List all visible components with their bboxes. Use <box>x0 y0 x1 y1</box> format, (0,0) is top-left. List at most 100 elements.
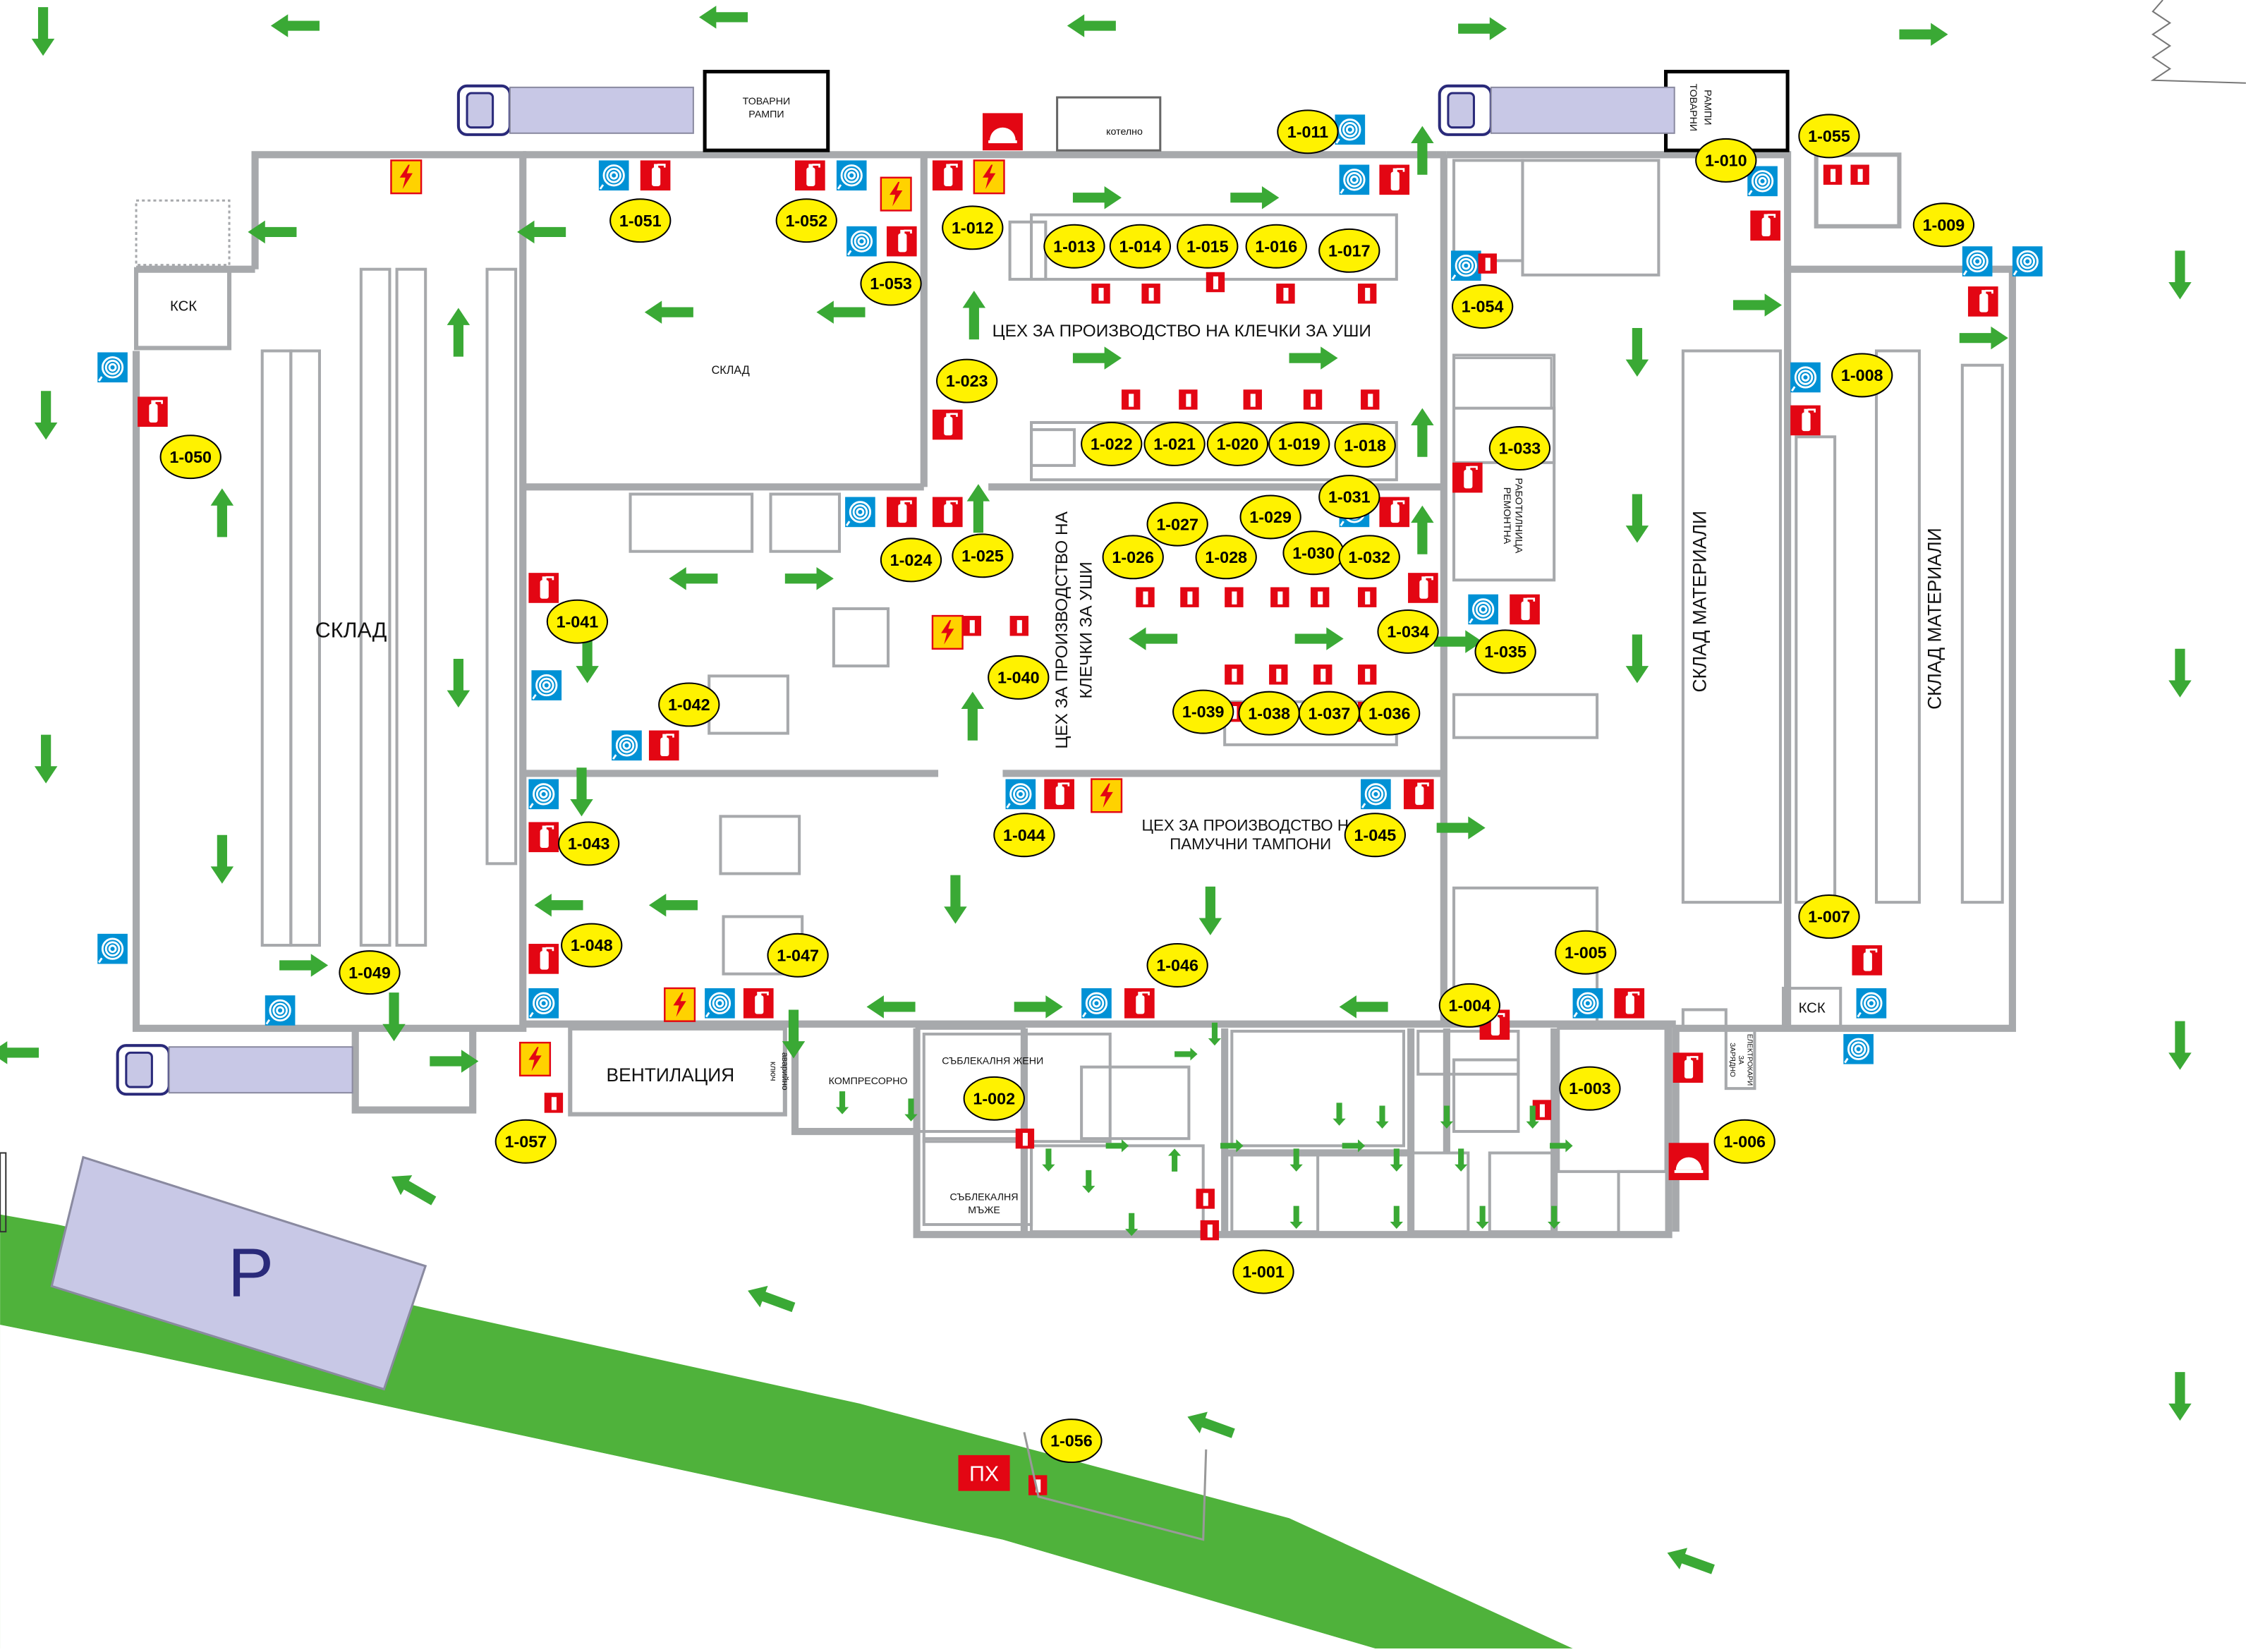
marker-label: 1-043 <box>568 834 610 853</box>
marker-1-011[interactable]: 1-011 <box>1277 109 1339 154</box>
fire-hose-icon <box>527 778 560 810</box>
exit-arrow-icon <box>1411 505 1434 554</box>
marker-1-012[interactable]: 1-012 <box>942 205 1004 250</box>
marker-1-028[interactable]: 1-028 <box>1195 535 1257 580</box>
marker-label: 1-042 <box>668 696 710 714</box>
marker-1-021[interactable]: 1-021 <box>1143 421 1206 466</box>
marker-1-001[interactable]: 1-001 <box>1232 1249 1294 1294</box>
fire-extinguisher-icon <box>1613 987 1646 1019</box>
marker-label: 1-041 <box>557 612 599 631</box>
marker-1-004[interactable]: 1-004 <box>1438 983 1501 1028</box>
marker-1-014[interactable]: 1-014 <box>1109 224 1172 269</box>
marker-1-041[interactable]: 1-041 <box>546 599 609 644</box>
marker-label: 1-016 <box>1255 237 1297 255</box>
marker-label: 1-009 <box>1923 216 1965 234</box>
label-charging-2: ЗА <box>1737 1055 1744 1064</box>
marker-1-056[interactable]: 1-056 <box>1040 1419 1103 1464</box>
marker-1-009[interactable]: 1-009 <box>1912 202 1975 248</box>
marker-1-045[interactable]: 1-045 <box>1344 813 1407 858</box>
marker-1-031[interactable]: 1-031 <box>1318 475 1380 520</box>
marker-label: 1-052 <box>785 212 827 230</box>
marker-1-049[interactable]: 1-049 <box>339 950 401 995</box>
marker-1-023[interactable]: 1-023 <box>936 358 998 403</box>
fire-extinguisher-icon <box>1269 664 1288 685</box>
fire-extinguisher-icon <box>1357 587 1377 607</box>
label-ramps-left-1: ТОВАРНИ <box>743 96 791 107</box>
fire-extinguisher-icon <box>1357 664 1377 685</box>
marker-1-052[interactable]: 1-052 <box>775 198 837 243</box>
fire-extinguisher-icon <box>1270 587 1289 607</box>
exit-arrow-icon <box>270 14 320 37</box>
fire-extinguisher-icon <box>1123 987 1155 1019</box>
marker-1-015[interactable]: 1-015 <box>1177 224 1239 269</box>
marker-label: 1-044 <box>1003 826 1045 844</box>
marker-1-036[interactable]: 1-036 <box>1359 691 1421 736</box>
marker-1-029[interactable]: 1-029 <box>1239 494 1301 540</box>
marker-1-017[interactable]: 1-017 <box>1318 228 1380 273</box>
fire-extinguisher-icon <box>528 942 560 975</box>
marker-1-032[interactable]: 1-032 <box>1338 535 1400 580</box>
high-voltage-icon <box>518 1041 552 1077</box>
exit-arrow-icon <box>1072 346 1122 370</box>
fire-extinguisher-icon <box>1378 164 1411 196</box>
marker-1-035[interactable]: 1-035 <box>1474 629 1536 674</box>
fire-extinguisher-icon <box>1361 389 1380 410</box>
marker-1-055[interactable]: 1-055 <box>1798 114 1860 159</box>
marker-1-024[interactable]: 1-024 <box>880 537 942 583</box>
fire-hose-icon <box>1572 987 1604 1020</box>
marker-1-010[interactable]: 1-010 <box>1695 138 1757 183</box>
exit-arrow-icon <box>1411 126 1434 175</box>
marker-1-033[interactable]: 1-033 <box>1488 426 1551 470</box>
marker-1-054[interactable]: 1-054 <box>1451 284 1514 329</box>
marker-1-016[interactable]: 1-016 <box>1245 224 1307 269</box>
marker-label: 1-020 <box>1217 435 1259 454</box>
marker-1-039[interactable]: 1-039 <box>1172 689 1234 734</box>
fire-extinguisher-icon <box>931 496 964 528</box>
marker-1-007[interactable]: 1-007 <box>1798 894 1860 939</box>
marker-1-043[interactable]: 1-043 <box>558 821 620 866</box>
marker-1-037[interactable]: 1-037 <box>1298 691 1361 736</box>
marker-1-026[interactable]: 1-026 <box>1102 535 1164 580</box>
marker-1-047[interactable]: 1-047 <box>767 933 829 978</box>
marker-1-034[interactable]: 1-034 <box>1377 609 1439 654</box>
exit-arrow-icon <box>447 308 471 357</box>
marker-1-018[interactable]: 1-018 <box>1334 423 1396 468</box>
marker-1-027[interactable]: 1-027 <box>1146 502 1208 547</box>
exit-arrow-icon <box>1082 1170 1095 1194</box>
marker-1-006[interactable]: 1-006 <box>1713 1119 1775 1164</box>
marker-1-051[interactable]: 1-051 <box>609 198 672 243</box>
exit-arrow-icon <box>1476 1205 1489 1229</box>
marker-1-048[interactable]: 1-048 <box>561 923 623 968</box>
marker-label: 1-053 <box>870 274 912 293</box>
marker-label: 1-003 <box>1569 1079 1611 1098</box>
fire-extinguisher-icon <box>885 225 918 257</box>
label-workshop-cotton-2: ПАМУЧНИ ТАМПОНИ <box>1170 835 1331 853</box>
marker-1-013[interactable]: 1-013 <box>1043 224 1105 269</box>
label-changing-men-1: СЪБЛЕКАЛНЯ <box>950 1191 1019 1203</box>
marker-1-020[interactable]: 1-020 <box>1206 421 1269 466</box>
marker-1-003[interactable]: 1-003 <box>1559 1066 1621 1111</box>
marker-1-040[interactable]: 1-040 <box>988 655 1050 700</box>
parking-letter: P <box>228 1234 274 1311</box>
marker-1-044[interactable]: 1-044 <box>993 813 1055 858</box>
marker-1-046[interactable]: 1-046 <box>1146 943 1208 988</box>
marker-1-002[interactable]: 1-002 <box>963 1076 1025 1121</box>
exit-arrow-icon <box>534 893 583 917</box>
marker-1-025[interactable]: 1-025 <box>952 533 1014 578</box>
fire-extinguisher-icon <box>1225 587 1244 607</box>
marker-1-005[interactable]: 1-005 <box>1555 930 1617 975</box>
marker-label: 1-004 <box>1449 996 1491 1014</box>
marker-1-042[interactable]: 1-042 <box>658 682 720 727</box>
marker-label: 1-007 <box>1808 908 1850 926</box>
marker-label: 1-008 <box>1841 366 1883 384</box>
marker-1-030[interactable]: 1-030 <box>1282 530 1344 576</box>
fire-hose-icon <box>527 987 560 1020</box>
marker-1-008[interactable]: 1-008 <box>1831 353 1893 398</box>
marker-1-019[interactable]: 1-019 <box>1268 421 1330 466</box>
marker-1-057[interactable]: 1-057 <box>494 1119 557 1164</box>
marker-1-050[interactable]: 1-050 <box>159 435 221 480</box>
marker-1-053[interactable]: 1-053 <box>860 261 922 306</box>
marker-1-038[interactable]: 1-038 <box>1238 691 1300 736</box>
marker-1-022[interactable]: 1-022 <box>1081 421 1143 466</box>
exit-arrow-icon <box>1129 627 1178 650</box>
